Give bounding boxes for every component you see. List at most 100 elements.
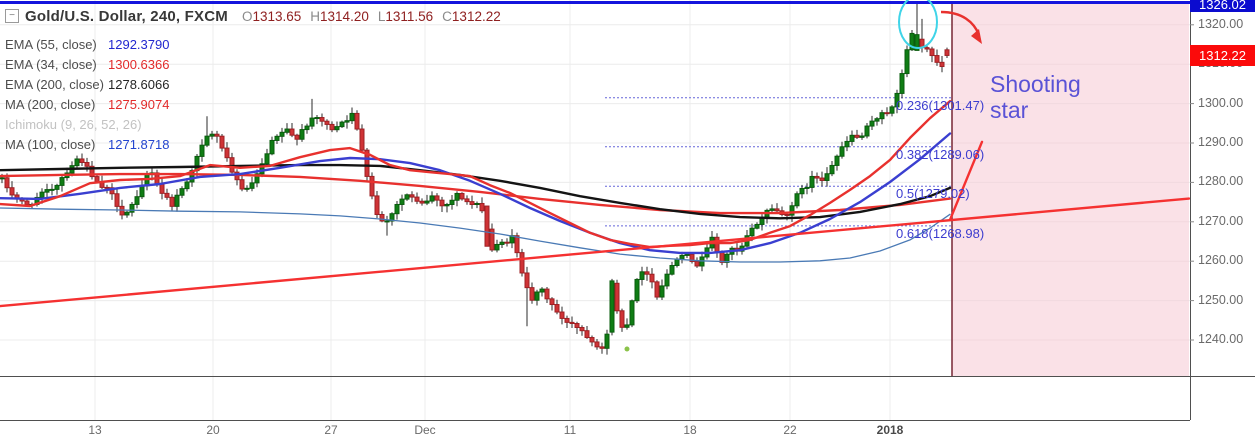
candle-down — [409, 194, 415, 198]
legend-row[interactable]: Ichimoku (9, 26, 52, 26) — [5, 114, 501, 134]
candle-down — [364, 149, 370, 177]
indicator-line[interactable] — [0, 207, 951, 263]
legend-row-value: 1292.3790 — [108, 36, 170, 52]
candle-up — [824, 173, 830, 181]
legend-row[interactable]: EMA (55, close) 1292.3790 — [5, 34, 501, 54]
candle-down — [89, 165, 95, 178]
candle-up — [309, 117, 315, 127]
candle-up — [74, 158, 80, 167]
legend-row-value: 1300.6366 — [108, 56, 170, 72]
candle-down — [419, 200, 425, 204]
legend-row[interactable]: EMA (34, close) 1300.6366 — [5, 54, 501, 74]
candle-up — [279, 131, 285, 137]
candle-up — [754, 223, 760, 229]
candle-down — [319, 117, 325, 122]
fib-level-label[interactable]: 0.5(1279.02) — [896, 186, 970, 202]
candle-down — [544, 288, 550, 300]
candle-down — [814, 175, 820, 179]
candle-up — [204, 135, 210, 146]
indicator-legend: − Gold/U.S. Dollar, 240, FXCM O1313.65 H1… — [5, 6, 501, 154]
candle-down — [819, 177, 825, 181]
fib-level-label[interactable]: 0.382(1289.06) — [896, 146, 985, 162]
candle-up — [889, 106, 895, 114]
legend-row[interactable]: MA (200, close) 1275.9074 — [5, 94, 501, 114]
candle-down — [929, 48, 935, 57]
candle-up — [454, 192, 460, 201]
indicator-line[interactable] — [0, 132, 952, 255]
candle-up — [54, 184, 60, 190]
indicator-line[interactable] — [0, 99, 952, 249]
last-price-badge: 1312.22 — [1190, 45, 1255, 66]
candle-down — [619, 310, 625, 328]
candle-up — [789, 205, 795, 216]
fib-level-label[interactable]: 0.236(1301.47) — [896, 97, 985, 113]
candle-down — [464, 198, 470, 203]
candle-down — [359, 128, 365, 151]
time-axis-label: 13 — [88, 423, 102, 437]
candle-down — [169, 196, 175, 207]
time-axis-label: 22 — [783, 423, 797, 437]
shooting-star-annotation[interactable]: Shooting star — [990, 71, 1081, 124]
candle-down — [114, 193, 120, 207]
candle-up — [914, 34, 920, 51]
candle-down — [584, 330, 590, 339]
candle-up — [179, 188, 185, 196]
candle-down — [579, 326, 585, 332]
candle-up — [799, 187, 805, 195]
candle-down — [414, 196, 420, 202]
candle-down — [369, 175, 375, 197]
candle-up — [184, 181, 190, 190]
candle-down — [104, 186, 110, 189]
candle-up — [174, 194, 180, 207]
legend-row-label: Ichimoku (9, 26, 52, 26) — [5, 116, 142, 132]
long-support-trendline[interactable] — [0, 197, 1191, 308]
time-axis-label: 2018 — [876, 423, 904, 437]
candle-down — [599, 346, 605, 349]
symbol-title[interactable]: Gold/U.S. Dollar, 240, FXCM — [25, 7, 228, 25]
candle-up — [49, 188, 55, 191]
shooting-star-ellipse[interactable] — [898, 0, 938, 49]
candle-down — [439, 199, 445, 207]
legend-row-value: 1275.9074 — [108, 96, 170, 112]
candle-up — [449, 199, 455, 205]
candle-down — [589, 337, 595, 343]
candle-down — [944, 49, 950, 56]
candle-down — [164, 192, 170, 198]
candle-up — [674, 258, 680, 266]
candle-up — [684, 253, 690, 256]
projection-zone[interactable] — [952, 3, 1189, 376]
candle-up — [604, 333, 610, 349]
candle-down — [459, 192, 465, 200]
short-steep-trendline[interactable] — [948, 140, 984, 222]
candle-down — [564, 317, 570, 323]
ohlc-values: O1313.65 H1314.20 L1311.56 C1312.22 — [242, 9, 501, 24]
ohlc-item: H1314.20 — [310, 8, 369, 24]
fib-level-label[interactable]: 0.618(1268.98) — [896, 225, 985, 241]
candle-down — [924, 47, 930, 50]
candle-down — [374, 195, 380, 215]
legend-row[interactable]: MA (100, close) 1271.8718 — [5, 134, 501, 154]
candle-down — [9, 187, 15, 196]
legend-row[interactable]: EMA (200, close) 1278.6066 — [5, 74, 501, 94]
candle-down — [529, 287, 535, 301]
candle-down — [329, 123, 335, 131]
candle-up — [209, 133, 215, 137]
high-price-badge: 1326.02 — [1190, 0, 1255, 12]
time-axis-label: Dec — [414, 423, 436, 437]
candle-down — [884, 112, 890, 115]
candle-down — [159, 183, 165, 194]
indicator-line[interactable] — [0, 172, 952, 215]
candle-up — [629, 300, 635, 326]
ohlc-item: C1312.22 — [442, 8, 501, 24]
collapse-icon[interactable]: − — [5, 9, 19, 23]
candle-up — [399, 198, 405, 205]
candle-down — [689, 253, 695, 262]
candle-up — [499, 241, 505, 245]
arrow-head-icon — [971, 29, 982, 44]
candle-up — [539, 288, 545, 293]
candle-up — [904, 49, 910, 75]
candle-up — [769, 208, 775, 211]
candle-up — [879, 112, 885, 120]
candle-up — [254, 173, 260, 184]
